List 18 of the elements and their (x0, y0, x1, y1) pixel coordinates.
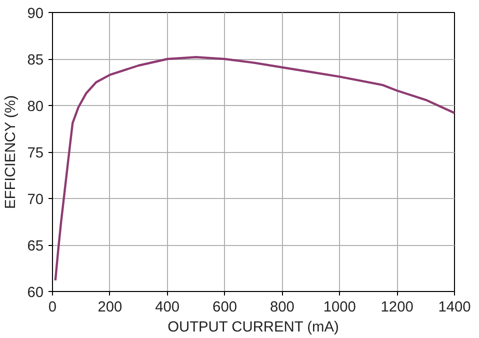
x-tick-label: 600 (212, 300, 238, 316)
x-tick-label: 1200 (380, 300, 414, 316)
y-tick-label: 65 (27, 238, 44, 254)
y-axis-title: EFFICIENCY (%) (3, 95, 20, 209)
x-tick-label: 1400 (438, 300, 471, 316)
y-tick-label: 70 (27, 192, 44, 208)
x-tick-label: 400 (155, 300, 180, 316)
y-tick-label: 85 (27, 52, 44, 68)
x-axis-title: OUTPUT CURRENT (mA) (168, 320, 339, 336)
x-tick-label: 200 (98, 300, 122, 316)
x-tick-label: 0 (48, 300, 57, 316)
x-tick-label: 800 (270, 300, 294, 316)
y-tick-label: 60 (27, 285, 44, 301)
y-tick-label: 80 (27, 99, 44, 115)
x-tick-label: 1000 (323, 300, 356, 316)
line-series (54, 56, 454, 282)
y-tick-label: 90 (27, 6, 44, 22)
y-tick-label: 75 (27, 146, 44, 162)
